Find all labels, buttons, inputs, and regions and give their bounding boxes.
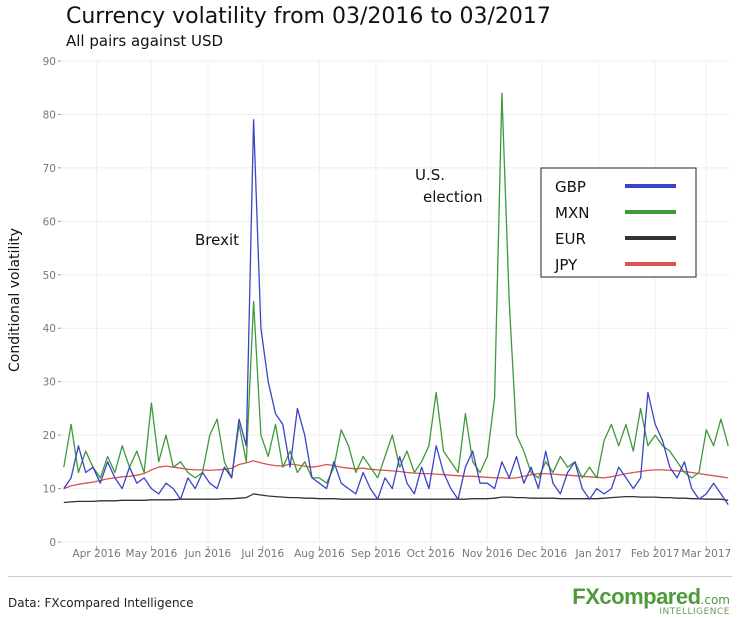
legend-label-gbp: GBP: [555, 178, 586, 196]
legend-label-jpy: JPY: [554, 256, 578, 274]
legend-label-eur: EUR: [555, 230, 586, 248]
logo-tagline: INTELLIGENCE: [659, 607, 730, 617]
logo-suffix: .com: [700, 593, 730, 607]
y-tick-label: 70: [43, 163, 56, 175]
legend-label-mxn: MXN: [555, 204, 589, 222]
fxcompared-logo: FXcompared.com INTELLIGENCE: [572, 586, 730, 617]
y-tick-label: 40: [43, 323, 56, 335]
y-tick-label: 10: [43, 484, 56, 496]
x-tick-label: Mar 2017: [681, 548, 731, 560]
x-tick-label: Oct 2016: [407, 548, 456, 560]
legend: GBP MXN EUR JPY: [540, 167, 697, 278]
x-tick-label: Apr 2016: [73, 548, 122, 560]
y-axis-ticks: 0 10 20 30 40 50 60 70 80 90: [43, 56, 61, 549]
annotation-brexit: Brexit: [195, 231, 239, 249]
series-line-mxn: [63, 92, 729, 484]
x-tick-label: Nov 2016: [462, 548, 513, 560]
x-tick-label: Jun 2016: [184, 548, 232, 560]
x-tick-label: Jan 2017: [574, 548, 621, 560]
y-axis-label: Conditional volatility: [7, 228, 23, 372]
x-tick-label: Dec 2016: [517, 548, 568, 560]
annotation-election: election: [423, 188, 483, 206]
x-tick-label: Sep 2016: [351, 548, 401, 560]
y-tick-label: 30: [43, 377, 56, 389]
y-tick-label: 60: [43, 216, 56, 228]
chart-title: Currency volatility from 03/2016 to 03/2…: [66, 4, 551, 29]
x-tick-label: Feb 2017: [631, 548, 680, 560]
y-tick-label: 80: [43, 109, 56, 121]
series-lines: [63, 92, 729, 505]
chart-subtitle: All pairs against USD: [66, 32, 224, 50]
x-axis-ticks: Apr 2016 May 2016 Jun 2016 Jul 2016 Aug 2016…: [73, 546, 731, 560]
y-tick-label: 50: [43, 270, 56, 282]
y-tick-label: 0: [49, 537, 56, 549]
x-tick-label: May 2016: [126, 548, 178, 560]
x-tick-label: Jul 2016: [240, 548, 284, 560]
logo-brand: FXcompared: [572, 584, 701, 609]
x-tick-label: Aug 2016: [294, 548, 345, 560]
annotation-us: U.S.: [415, 166, 445, 184]
y-tick-label: 90: [43, 56, 56, 68]
source-note: Data: FXcompared Intelligence: [8, 596, 194, 610]
series-line-eur: [63, 493, 729, 504]
series-line-gbp: [63, 119, 729, 505]
footer-divider: [8, 576, 732, 577]
y-tick-label: 20: [43, 430, 56, 442]
